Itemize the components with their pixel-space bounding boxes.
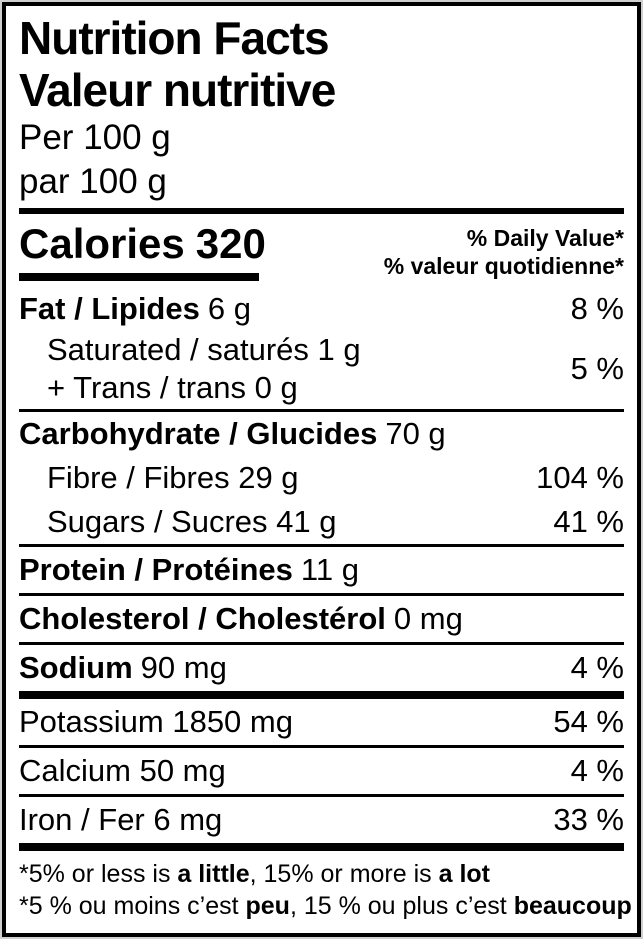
serving-size-english: Per 100 g xyxy=(19,118,171,157)
saturated-trans-daily-value: 5 % xyxy=(570,351,624,386)
calories-line: Calories 320 xyxy=(19,220,266,268)
row-carbohydrate: Carbohydrate / Glucides 70 g xyxy=(6,412,637,456)
thick-rule-before-footnotes xyxy=(19,843,624,851)
calcium-daily-value: 4 % xyxy=(570,753,624,788)
trans-line: + Trans / trans 0 g xyxy=(47,370,298,405)
title-french: Valeur nutritive xyxy=(19,64,336,116)
carbohydrate-amount: 70 g xyxy=(385,416,446,451)
iron-name: Iron / Fer 6 mg xyxy=(19,802,223,837)
thin-rule-after-cholesterol xyxy=(19,642,624,645)
potassium-daily-value: 54 % xyxy=(553,704,624,739)
row-fat-text: Fat / Lipides 6 g xyxy=(19,290,251,328)
row-calcium: Calcium 50 mg 4 % xyxy=(6,748,637,794)
footnotes: *5% or less is a little, 15% or more is … xyxy=(6,851,637,928)
daily-value-header-english: % Daily Value* xyxy=(466,225,624,251)
calcium-name: Calcium 50 mg xyxy=(19,753,226,788)
row-cholesterol: Cholesterol / Cholestérol 0 mg xyxy=(6,596,637,642)
saturated-line: Saturated / saturés 1 g xyxy=(47,332,361,367)
protein-name: Protein / Protéines xyxy=(19,552,293,587)
footnote-en-part2: , 15% or more is xyxy=(249,860,439,888)
fat-amount: 6 g xyxy=(207,291,251,326)
footnote-french: *5 % ou moins c’est peu, 15 % ou plus c’… xyxy=(19,890,632,922)
cholesterol-name: Cholesterol / Cholestérol xyxy=(19,601,386,636)
fibre-daily-value: 104 % xyxy=(536,460,624,495)
row-saturated-trans: Saturated / saturés 1 g + Trans / trans … xyxy=(6,331,637,409)
thick-rule-top xyxy=(19,208,624,214)
row-iron: Iron / Fer 6 mg 33 % xyxy=(6,797,637,843)
potassium-name: Potassium 1850 mg xyxy=(19,704,293,739)
sugars-daily-value: 41 % xyxy=(553,504,624,539)
calories-underline-bar xyxy=(19,273,259,281)
thin-rule-after-calcium xyxy=(19,794,624,797)
title-english: Nutrition Facts xyxy=(19,12,330,64)
row-sugars: Sugars / Sucres 41 g 41 % xyxy=(6,500,637,544)
footnote-english: *5% or less is a little, 15% or more is … xyxy=(19,858,624,890)
protein-amount: 11 g xyxy=(300,552,359,587)
footnote-en-bold1: a little xyxy=(177,860,250,888)
iron-daily-value: 33 % xyxy=(553,802,624,837)
thin-rule-after-carbohydrate xyxy=(19,544,624,547)
thick-rule-after-sodium xyxy=(19,691,624,699)
row-protein: Protein / Protéines 11 g xyxy=(6,547,637,593)
row-carbohydrate-text: Carbohydrate / Glucides 70 g xyxy=(19,415,446,453)
footnote-fr-bold2: beaucoup xyxy=(513,892,632,920)
label-header: Nutrition Facts Valeur nutritive Per 100… xyxy=(6,6,637,208)
row-sodium-text: Sodium 90 mg xyxy=(19,649,227,687)
fat-name: Fat / Lipides xyxy=(19,291,200,326)
footnote-en-part1: *5% or less is xyxy=(19,860,178,888)
fibre-name: Fibre / Fibres 29 g xyxy=(47,460,299,495)
thin-rule-after-fat xyxy=(19,409,624,412)
calories-block: Calories 320 xyxy=(19,220,266,281)
sodium-amount: 90 mg xyxy=(140,650,227,685)
row-potassium: Potassium 1850 mg 54 % xyxy=(6,699,637,745)
calories-section: Calories 320 % Daily Value* % valeur quot… xyxy=(6,214,637,287)
footnote-en-bold2: a lot xyxy=(438,860,490,888)
thin-rule-after-potassium xyxy=(19,745,624,748)
calories-label: Calories xyxy=(19,220,185,267)
row-cholesterol-text: Cholesterol / Cholestérol 0 mg xyxy=(19,600,463,638)
serving-size-french: par 100 g xyxy=(19,162,167,201)
footnote-fr-bold1: peu xyxy=(245,892,290,920)
cholesterol-amount: 0 mg xyxy=(393,601,463,636)
row-fat: Fat / Lipides 6 g 8 % xyxy=(6,287,637,331)
daily-value-header: % Daily Value* % valeur quotidienne* xyxy=(384,220,624,281)
sugars-name: Sugars / Sucres 41 g xyxy=(47,504,337,539)
row-sodium: Sodium 90 mg 4 % xyxy=(6,645,637,691)
row-protein-text: Protein / Protéines 11 g xyxy=(19,551,359,589)
saturated-trans-lines: Saturated / saturés 1 g + Trans / trans … xyxy=(19,331,361,407)
footnote-fr-part2: , 15 % ou plus c’est xyxy=(289,892,514,920)
fat-daily-value: 8 % xyxy=(570,291,624,326)
sodium-daily-value: 4 % xyxy=(570,650,624,685)
daily-value-header-french: % valeur quotidienne* xyxy=(383,253,624,279)
carbohydrate-name: Carbohydrate / Glucides xyxy=(19,416,378,451)
sodium-name: Sodium xyxy=(19,650,133,685)
footnote-fr-part1: *5 % ou moins c’est xyxy=(19,892,246,920)
row-fibre: Fibre / Fibres 29 g 104 % xyxy=(6,456,637,500)
calories-value: 320 xyxy=(195,220,266,267)
thin-rule-after-protein xyxy=(19,593,624,596)
